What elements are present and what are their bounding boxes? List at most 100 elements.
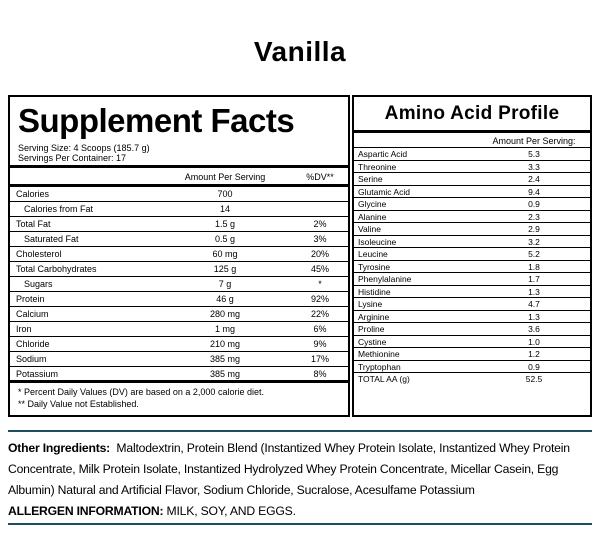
amino-value: 1.3 xyxy=(528,311,540,322)
nutrient-dv: 3% xyxy=(313,234,327,244)
amino-name: Cystine xyxy=(358,336,387,347)
nutrient-amount: 60 mg xyxy=(212,249,238,259)
amino-row: Glycine 0.9 xyxy=(354,197,590,209)
amino-name: Lysine xyxy=(358,299,383,309)
nutrient-name: Calories from Fat xyxy=(24,204,94,214)
nutrient-name: Protein xyxy=(16,294,45,304)
amino-name: Alanine xyxy=(358,211,387,222)
nutrient-amount: 700 xyxy=(217,189,233,199)
nutrient-amount: 0.5 g xyxy=(214,234,236,244)
amino-row: Tryptophan 0.9 xyxy=(354,359,590,372)
amino-value: 4.7 xyxy=(528,299,540,309)
amino-value: 5.2 xyxy=(528,249,540,259)
amino-value: 2.9 xyxy=(528,224,540,234)
nutrient-name: Total Carbohydrates xyxy=(16,264,97,274)
ingredients-block: Other Ingredients: Maltodextrin, Protein… xyxy=(8,438,592,522)
amino-row: TOTAL AA (g) 52.5 xyxy=(354,372,590,384)
ingredients-text: Maltodextrin, Protein Blend (Instantized… xyxy=(8,441,570,497)
amino-value: 2.4 xyxy=(528,174,540,184)
amino-row: Cystine 1.0 xyxy=(354,334,590,347)
nutrient-row: Saturated Fat 0.5 g 3% xyxy=(10,232,348,247)
amino-name: Valine xyxy=(358,224,381,234)
amino-name: Methionine xyxy=(358,349,400,359)
amino-value: 3.6 xyxy=(528,324,540,334)
amino-value: 5.3 xyxy=(528,149,540,159)
dv-header: %DV** xyxy=(306,172,334,182)
nutrient-row: Total Fat 1.5 g 2% xyxy=(10,217,348,232)
amino-value: 1.8 xyxy=(528,261,540,272)
nutrient-dv: 92% xyxy=(310,294,329,304)
footnote-not-established: ** Daily Value not Established. xyxy=(18,399,139,409)
footnote-dv: * Percent Daily Values (DV) are based on… xyxy=(18,387,264,397)
nutrient-dv: 22% xyxy=(310,309,329,319)
nutrient-dv: 17% xyxy=(310,354,329,364)
amino-value: 1.0 xyxy=(528,336,540,347)
amino-row: Alanine 2.3 xyxy=(354,209,590,222)
nutrient-dv: 9% xyxy=(313,339,327,349)
nutrient-name: Sodium xyxy=(16,354,47,364)
amino-value: 3.2 xyxy=(528,236,540,247)
nutrient-amount: 280 mg xyxy=(209,309,241,319)
amino-row: Proline 3.6 xyxy=(354,322,590,334)
amino-name: Leucine xyxy=(358,249,388,259)
nutrient-dv: * xyxy=(318,279,322,289)
amino-row: Phenylalanine 1.7 xyxy=(354,272,590,284)
amino-value: 52.5 xyxy=(525,374,543,384)
nutrient-row: Chloride 210 mg 9% xyxy=(10,337,348,352)
amino-row: Aspartic Acid 5.3 xyxy=(354,147,590,159)
supplement-facts-panel: Supplement Facts Serving Size: 4 Scoops … xyxy=(8,95,350,417)
amino-row: Leucine 5.2 xyxy=(354,247,590,259)
flavor-title: Vanilla xyxy=(253,36,347,67)
amino-name: Glycine xyxy=(358,199,387,209)
nutrient-dv: 8% xyxy=(313,369,327,379)
servings-per-container: Servings Per Container: 17 xyxy=(18,153,127,163)
amino-row: Isoleucine 3.2 xyxy=(354,234,590,247)
nutrient-row: Calories from Fat 14 xyxy=(10,202,348,217)
nutrient-dv: 6% xyxy=(313,324,327,334)
amino-name: Histidine xyxy=(358,286,391,297)
nutrient-name: Chloride xyxy=(16,339,50,349)
nutrient-name: Cholesterol xyxy=(16,249,62,259)
nutrient-amount: 385 mg xyxy=(209,354,241,364)
nutrient-name: Calcium xyxy=(16,309,49,319)
amino-value: 1.3 xyxy=(528,286,540,297)
nutrient-name: Calories xyxy=(16,189,50,199)
amino-value: 9.4 xyxy=(528,186,540,197)
amino-name: Aspartic Acid xyxy=(358,149,408,159)
nutrient-amount: 1.5 g xyxy=(214,219,236,229)
nutrient-name: Sugars xyxy=(24,279,53,289)
amino-value: 1.2 xyxy=(528,349,540,359)
thick-divider xyxy=(10,165,348,168)
amino-name: Threonine xyxy=(358,161,397,172)
amino-name: Proline xyxy=(358,324,385,334)
nutrient-row: Sugars 7 g * xyxy=(10,277,348,292)
nutrient-row: Total Carbohydrates 125 g 45% xyxy=(10,262,348,277)
nutrient-amount: 385 mg xyxy=(209,369,241,379)
amino-name: TOTAL AA (g) xyxy=(358,374,410,384)
amino-amount-header: Amount Per Serving: xyxy=(492,136,576,146)
ingredients-label: Other Ingredients: xyxy=(8,441,111,455)
nutrient-amount: 14 xyxy=(219,204,230,214)
supplement-facts-title: Supplement Facts xyxy=(18,102,295,139)
nutrient-dv: 20% xyxy=(310,249,329,259)
amino-row: Methionine 1.2 xyxy=(354,347,590,359)
amino-value: 0.9 xyxy=(528,199,540,209)
nutrient-row: Protein 46 g 92% xyxy=(10,292,348,307)
allergen-text: MILK, SOY, AND EGGS. xyxy=(166,504,296,518)
amino-name: Isoleucine xyxy=(358,236,397,247)
amino-name: Glutamic Acid xyxy=(358,186,410,197)
amino-name: Tryptophan xyxy=(358,361,401,372)
amino-name: Serine xyxy=(358,174,383,184)
serving-size: Serving Size: 4 Scoops (185.7 g) xyxy=(18,143,150,153)
amino-row: Tyrosine 1.8 xyxy=(354,259,590,272)
nutrient-name: Saturated Fat xyxy=(24,234,79,244)
amino-row: Valine 2.9 xyxy=(354,222,590,234)
bottom-rule xyxy=(8,523,592,525)
top-rule xyxy=(8,430,592,432)
nutrient-amount: 210 mg xyxy=(209,339,241,349)
nutrient-amount: 1 mg xyxy=(214,324,235,334)
amino-row: Lysine 4.7 xyxy=(354,297,590,309)
nutrient-dv: 45% xyxy=(310,264,329,274)
amino-acid-title: Amino Acid Profile xyxy=(384,103,560,124)
amount-header: Amount Per Serving xyxy=(184,172,266,182)
